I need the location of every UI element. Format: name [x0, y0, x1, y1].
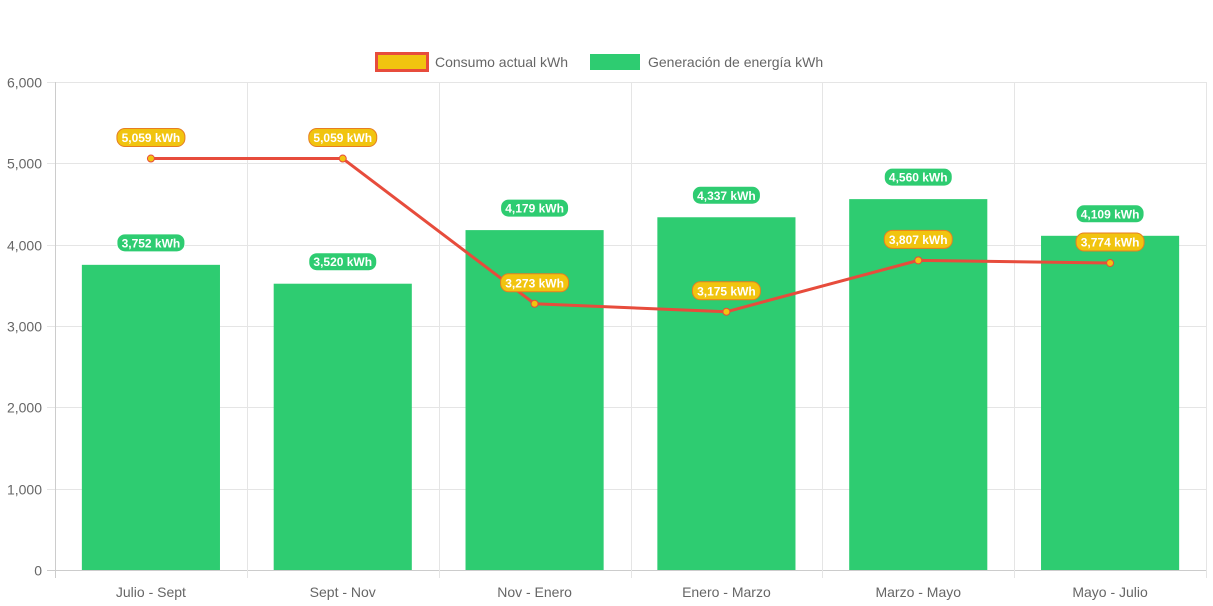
legend: Consumo actual kWh Generación de energía…	[375, 52, 823, 72]
data-label-generacion-box	[500, 198, 570, 218]
data-label-generacion: 4,560 kWh	[883, 167, 953, 187]
data-label-consumo-box	[500, 273, 570, 293]
x-tick-label: Mayo - Julio	[1072, 584, 1148, 600]
legend-swatch-consumo	[375, 52, 429, 72]
bar-series-generacion	[81, 199, 1180, 571]
point-consumo[interactable]	[1106, 259, 1115, 268]
data-label-generacion-text: 4,179 kWh	[505, 202, 564, 216]
bar-generacion[interactable]	[273, 283, 412, 570]
data-label-consumo: 3,273 kWh	[500, 273, 570, 293]
bar-generacion[interactable]	[849, 199, 988, 570]
point-consumo[interactable]	[722, 307, 731, 316]
data-label-consumo-text: 3,774 kWh	[1081, 236, 1140, 250]
y-tick-label: 4,000	[7, 238, 42, 254]
point-consumo[interactable]	[914, 256, 923, 265]
point-consumo[interactable]	[146, 154, 155, 163]
data-label-generacion-box	[116, 233, 186, 253]
data-label-generacion: 4,179 kWh	[500, 198, 570, 218]
data-labels: 3,752 kWh 3,520 kWh 4,179 kWh 4,337 kWh 4,56…	[116, 128, 1145, 301]
x-tick-label: Marzo - Mayo	[875, 584, 961, 600]
bar-generacion[interactable]	[657, 217, 796, 571]
data-label-consumo-text: 5,059 kWh	[313, 131, 372, 145]
data-label-consumo: 3,175 kWh	[691, 281, 761, 301]
data-label-generacion: 4,337 kWh	[691, 185, 761, 205]
data-label-generacion-text: 3,752 kWh	[122, 236, 181, 250]
data-label-consumo-text: 5,059 kWh	[122, 131, 181, 145]
data-label-consumo-box	[1075, 232, 1145, 252]
data-label-generacion-box	[691, 185, 761, 205]
point-consumo[interactable]	[530, 299, 539, 308]
legend-item-consumo[interactable]: Consumo actual kWh	[375, 52, 569, 72]
line-consumo	[150, 157, 1111, 314]
data-label-consumo-text: 3,807 kWh	[889, 233, 948, 247]
data-label-generacion-box	[308, 252, 378, 272]
y-tick-label: 5,000	[7, 156, 42, 172]
x-tick-label: Enero - Marzo	[682, 584, 771, 600]
data-label-consumo-box	[116, 128, 186, 148]
data-label-generacion-text: 4,337 kWh	[697, 189, 756, 203]
axes: 0 1,000 2,000 3,000 4,000 5,000 6,000 Julio - S…	[7, 75, 1148, 601]
data-label-generacion-box	[1075, 204, 1145, 224]
line-series-consumo	[146, 154, 1115, 316]
data-label-generacion-text: 3,520 kWh	[313, 255, 372, 269]
y-tick-label: 0	[34, 563, 42, 579]
x-tick-label: Nov - Enero	[497, 584, 572, 600]
data-label-consumo: 3,774 kWh	[1075, 232, 1145, 252]
data-label-generacion: 4,109 kWh	[1075, 204, 1145, 224]
data-label-generacion-box	[883, 167, 953, 187]
legend-swatch-generacion	[590, 54, 640, 70]
data-label-generacion: 3,520 kWh	[308, 252, 378, 272]
data-label-consumo-box	[308, 128, 378, 148]
point-consumo[interactable]	[338, 154, 347, 163]
y-tick-label: 2,000	[7, 400, 42, 416]
legend-label-consumo: Consumo actual kWh	[435, 54, 568, 70]
x-tick-label: Sept - Nov	[310, 584, 376, 600]
data-label-consumo-box	[883, 229, 953, 249]
data-label-consumo-box	[691, 281, 761, 301]
grid	[47, 82, 1207, 578]
data-label-generacion-text: 4,109 kWh	[1081, 207, 1140, 221]
data-label-consumo: 5,059 kWh	[116, 128, 186, 148]
data-label-consumo-text: 3,273 kWh	[505, 276, 564, 290]
x-tick-label: Julio - Sept	[116, 584, 186, 600]
y-tick-label: 1,000	[7, 482, 42, 498]
data-label-generacion-text: 4,560 kWh	[889, 171, 948, 185]
data-label-consumo: 3,807 kWh	[883, 229, 953, 249]
bar-generacion[interactable]	[81, 264, 220, 570]
y-tick-label: 6,000	[7, 75, 42, 91]
legend-item-generacion[interactable]: Generación de energía kWh	[590, 54, 823, 70]
bar-generacion[interactable]	[1041, 235, 1180, 570]
data-label-consumo: 5,059 kWh	[308, 128, 378, 148]
legend-label-generacion: Generación de energía kWh	[648, 54, 823, 70]
data-label-generacion: 3,752 kWh	[116, 233, 186, 253]
data-label-consumo-text: 3,175 kWh	[697, 284, 756, 298]
y-tick-label: 3,000	[7, 319, 42, 335]
